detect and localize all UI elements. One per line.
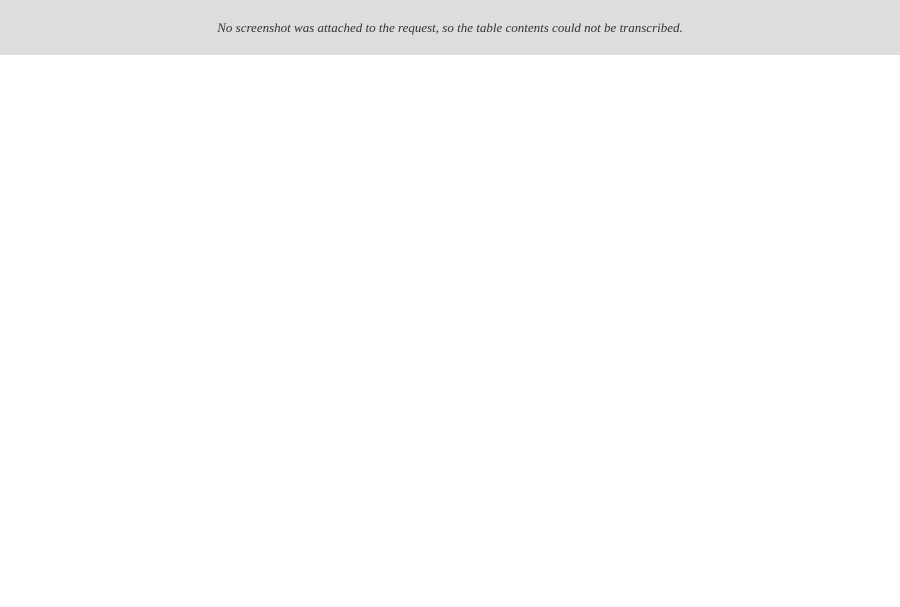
empty-state-message: No screenshot was attached to the reques…: [0, 0, 900, 56]
table-body: No screenshot was attached to the reques…: [0, 0, 900, 56]
standings-table: No screenshot was attached to the reques…: [0, 0, 900, 56]
empty-state-row: No screenshot was attached to the reques…: [0, 0, 900, 56]
